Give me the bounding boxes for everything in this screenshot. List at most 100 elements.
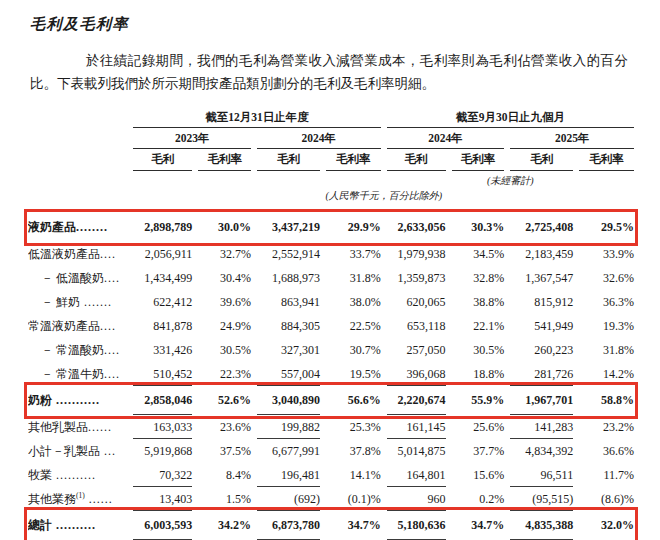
gross-profit-value: 2,633,056 (387, 213, 446, 242)
row-label: 奶粉 ........... (28, 386, 127, 415)
gross-profit-value: 1,434,499 (133, 266, 192, 290)
gross-profit-value: 541,949 (510, 314, 573, 338)
col-header-gross-margin: 毛利率 (452, 149, 505, 171)
gross-profit-value: 5,180,636 (387, 511, 446, 540)
gross-profit-value: 1,359,873 (387, 266, 446, 290)
gross-margin-value: 22.1% (452, 314, 505, 338)
row-label: 小計－乳製品 ... (28, 439, 127, 463)
gross-profit-value: 4,835,388 (510, 511, 573, 540)
gross-margin-value: 29.9% (326, 213, 381, 242)
gross-profit-value: 5,919,868 (133, 439, 192, 463)
gross-profit-value: 2,056,911 (133, 242, 192, 266)
gross-profit-value: 199,882 (257, 415, 320, 439)
document-page: 毛利及毛利率 於往績記錄期間，我們的毛利為營業收入減營業成本，毛利率則為毛利佔營… (0, 0, 660, 540)
gross-margin-value: 33.9% (579, 242, 634, 266)
gross-profit-value: 196,481 (257, 463, 320, 487)
gross-profit-value: 622,412 (133, 290, 192, 314)
col-header-gross-margin: 毛利率 (326, 149, 381, 171)
gross-profit-value: 960 (387, 487, 446, 511)
gross-margin-value: 32.6% (579, 266, 634, 290)
dot-leader: ... (100, 444, 116, 458)
gross-profit-value: 141,283 (510, 415, 573, 439)
gross-profit-value: 1,979,938 (387, 242, 446, 266)
gross-profit-value: 5,014,875 (387, 439, 446, 463)
gross-margin-value: 29.5% (579, 213, 634, 242)
gross-profit-value: 2,725,408 (510, 213, 573, 242)
gross-profit-value: 3,040,890 (257, 386, 320, 415)
gross-margin-value: 34.7% (326, 511, 381, 540)
gross-profit-value: 841,878 (133, 314, 192, 338)
gross-margin-value: 14.2% (579, 362, 634, 386)
gross-profit-value: 96,511 (510, 463, 573, 487)
gross-margin-value: 22.5% (326, 314, 381, 338)
dot-leader: .... (100, 319, 116, 333)
unaudited-note-row: (未經審計) (28, 171, 634, 188)
table-row-highlighted: 總計 ..........6,003,59334.2%6,873,78034.7… (28, 511, 634, 540)
gross-profit-value: 557,004 (257, 362, 320, 386)
gross-profit-value: 13,403 (133, 487, 192, 511)
row-label: － 常溫牛奶.... (28, 362, 127, 386)
gross-profit-value: 863,941 (257, 290, 320, 314)
gross-profit-value: 2,552,914 (257, 242, 320, 266)
gross-profit-value: 884,305 (257, 314, 320, 338)
gross-margin-value: 31.8% (579, 338, 634, 362)
col-header-gross-profit: 毛利 (133, 149, 192, 171)
year-header-2024: 2024年 (257, 128, 381, 149)
table-row: 常溫液奶產品....841,87824.9%884,30522.5%653,11… (28, 314, 634, 338)
gross-margin-value: 25.3% (326, 415, 381, 439)
gross-margin-value: 37.5% (198, 439, 251, 463)
gross-profit-value: 6,873,780 (257, 511, 320, 540)
gross-profit-value: 4,834,392 (510, 439, 573, 463)
gross-margin-value: 36.6% (579, 439, 634, 463)
gross-profit-table: 截至12月31日止年度 截至9月30日止九個月 2023年 2024年 2024… (22, 107, 640, 540)
row-label: － 鮮奶 ....... (28, 290, 127, 314)
dot-leader: ........ (76, 220, 108, 234)
table-body: 液奶產品........2,898,78930.0%3,437,21929.9%… (28, 213, 634, 540)
dot-leader: ........... (52, 393, 100, 407)
gross-margin-value: 34.7% (452, 511, 505, 540)
row-label: 低溫液奶產品.... (28, 242, 127, 266)
gross-margin-value: 32.0% (579, 511, 634, 540)
gross-margin-value: 11.7% (579, 463, 634, 487)
gross-profit-value: 70,322 (133, 463, 192, 487)
table-row-highlighted: 奶粉 ...........2,858,04652.6%3,040,89056.… (28, 386, 634, 415)
gross-margin-value: 24.9% (198, 314, 251, 338)
units-note-row: (人民幣千元，百分比除外) (28, 188, 634, 213)
dot-leader: .... (100, 247, 116, 261)
gross-profit-value: 653,118 (387, 314, 446, 338)
table-row: 其他乳製品......163,03323.6%199,88225.3%161,1… (28, 415, 634, 439)
unaudited-note: (未經審計) (387, 171, 634, 188)
gross-profit-value: 1,688,973 (257, 266, 320, 290)
gross-margin-value: (0.1)% (326, 487, 381, 511)
gross-margin-value: 39.6% (198, 290, 251, 314)
gross-profit-value: 6,677,991 (257, 439, 320, 463)
gross-margin-value: 1.5% (198, 487, 251, 511)
gross-margin-value: 37.8% (326, 439, 381, 463)
col-header-gross-profit: 毛利 (510, 149, 573, 171)
table-header: 截至12月31日止年度 截至9月30日止九個月 2023年 2024年 2024… (28, 107, 634, 213)
gross-profit-value: 2,183,459 (510, 242, 573, 266)
year-header-9m2024: 2024年 (387, 128, 505, 149)
gross-margin-value: 58.8% (579, 386, 634, 415)
gross-profit-value: 396,068 (387, 362, 446, 386)
gross-margin-value: 30.3% (452, 213, 505, 242)
gross-margin-value: 31.8% (326, 266, 381, 290)
gross-margin-value: 15.6% (452, 463, 505, 487)
section-header-annual: 截至12月31日止年度 (133, 107, 380, 128)
dot-leader: ...... (88, 420, 112, 434)
page-title: 毛利及毛利率 (30, 15, 632, 34)
row-label: － 常溫酸奶.... (28, 338, 127, 362)
gross-margin-value: 37.7% (452, 439, 505, 463)
section-header-nine-month: 截至9月30日止九個月 (387, 107, 634, 128)
year-header-9m2025: 2025年 (510, 128, 634, 149)
gross-profit-value: (692) (257, 487, 320, 511)
gross-margin-value: 38.0% (326, 290, 381, 314)
gross-margin-value: 32.7% (198, 242, 251, 266)
table-row: 低溫液奶產品....2,056,91132.7%2,552,91433.7%1,… (28, 242, 634, 266)
gross-margin-value: 34.2% (198, 511, 251, 540)
section-header-row: 截至12月31日止年度 截至9月30日止九個月 (28, 107, 634, 128)
sub-header-row: 毛利 毛利率 毛利 毛利率 毛利 毛利率 毛利 毛利率 (28, 149, 634, 171)
col-header-gross-margin: 毛利率 (579, 149, 634, 171)
year-header-row: 2023年 2024年 2024年 2025年 (28, 128, 634, 149)
table-row: － 常溫牛奶....510,45222.3%557,00419.5%396,06… (28, 362, 634, 386)
